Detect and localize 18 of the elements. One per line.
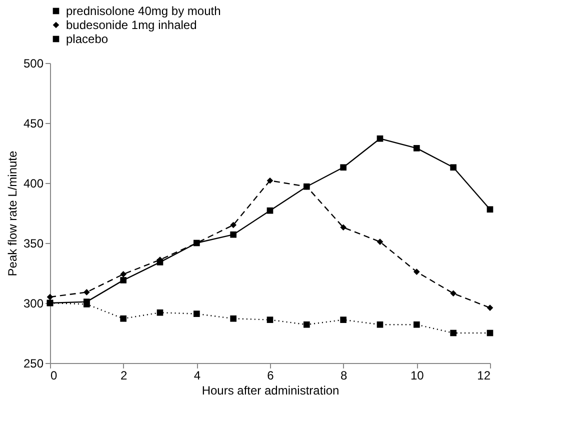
x-tick-label: 12: [477, 368, 491, 382]
y-tick-label: 500: [23, 56, 44, 70]
x-tick-label: 6: [267, 368, 274, 382]
y-tick-label: 250: [23, 356, 44, 370]
x-tick-label: 4: [194, 368, 201, 382]
x-tick-label: 10: [410, 368, 424, 382]
x-tick-label: 8: [340, 368, 348, 382]
y-tick-label: 300: [23, 296, 44, 310]
y-tick-label: 350: [23, 236, 44, 250]
y-axis-title: Peak flow rate L/minute: [5, 150, 20, 276]
y-tick-label: 400: [23, 176, 44, 190]
x-axis-title: Hours after administration: [202, 384, 340, 398]
x-tick-label: 0: [50, 368, 58, 382]
legend-label: prednisolone 40mg by mouth: [66, 4, 221, 18]
legend-label: budesonide 1mg inhaled: [66, 18, 197, 32]
legend-label: placebo: [66, 32, 108, 46]
y-tick-label: 450: [23, 116, 44, 130]
x-tick-label: 2: [120, 368, 128, 382]
